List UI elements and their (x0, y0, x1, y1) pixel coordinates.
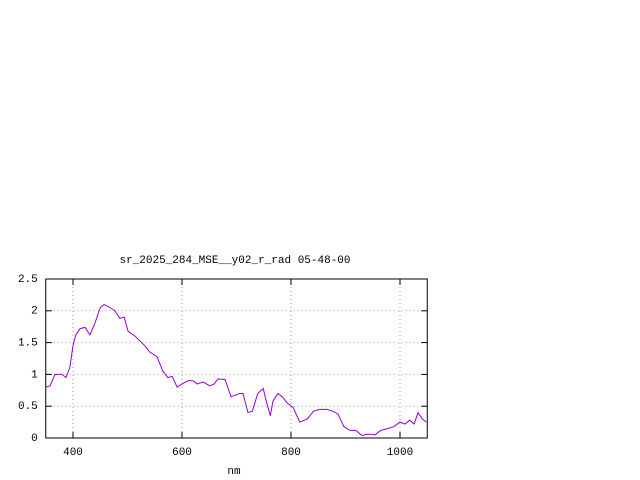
y-tick-label: 1.5 (18, 338, 38, 350)
chart-title: sr_2025_284_MSE__y02_r_rad 05-48-00 (119, 255, 350, 267)
x-tick-label: 800 (281, 447, 301, 459)
y-tick-label: 2.5 (18, 274, 38, 286)
y-tick-label: 1 (31, 369, 38, 381)
y-tick-label: 0 (31, 433, 38, 445)
plot-border (45, 278, 428, 439)
x-axis-label: nm (227, 466, 241, 478)
x-tick-label: 400 (63, 447, 83, 459)
y-tick-label: 0.5 (18, 401, 38, 413)
y-tick-label: 2 (31, 306, 38, 318)
x-tick-label: 1000 (387, 447, 413, 459)
x-tick-label: 600 (172, 447, 192, 459)
data-line (45, 303, 427, 436)
